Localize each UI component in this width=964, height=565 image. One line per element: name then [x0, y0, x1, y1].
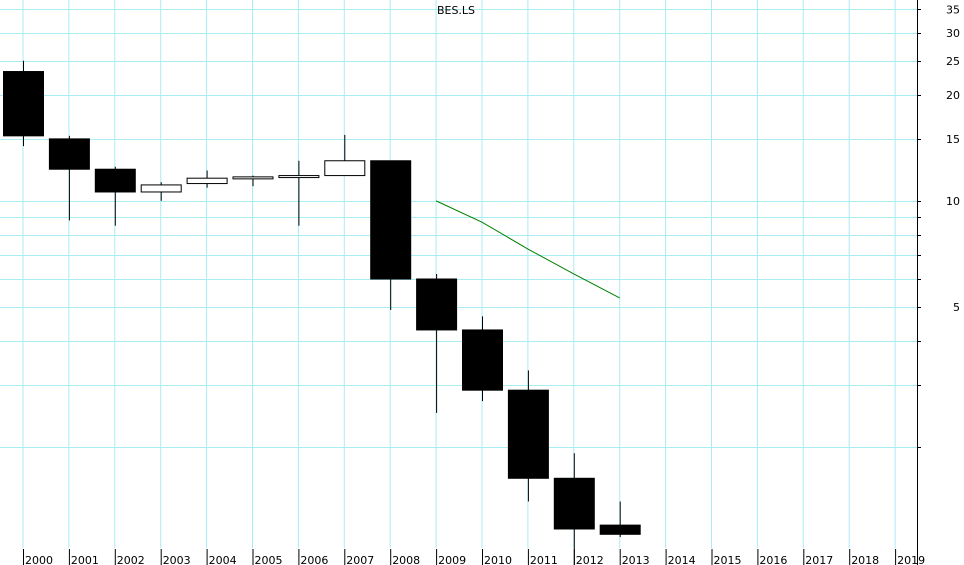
x-tick-label: 2014: [668, 554, 696, 565]
candle-body: [324, 160, 366, 177]
candle: [186, 170, 228, 188]
candles: [3, 60, 641, 565]
candle-body: [462, 329, 503, 391]
candle-body: [94, 168, 136, 193]
x-tick-label: 2003: [163, 554, 191, 565]
axes: [917, 0, 921, 565]
candle: [462, 316, 503, 402]
x-tick-label: 2015: [714, 554, 742, 565]
x-tick-label: 2009: [438, 554, 466, 565]
x-tick-label: 2012: [576, 554, 604, 565]
x-tick-label: 2002: [117, 554, 145, 565]
x-tick-label: 2001: [71, 554, 99, 565]
candle: [599, 501, 641, 538]
y-tick-label: 35: [946, 3, 960, 16]
candle-body: [278, 175, 320, 179]
candle: [48, 135, 90, 221]
candle-body: [3, 71, 44, 137]
candle-body: [553, 477, 595, 530]
y-axis-labels: 35 30 25 20 15 10 5: [946, 3, 960, 314]
x-tick-label: 2013: [622, 554, 650, 565]
candle: [278, 160, 320, 226]
grid: [0, 0, 917, 548]
trend-line: [435, 200, 620, 299]
candle-body: [507, 389, 549, 479]
candle-body: [186, 177, 228, 185]
candle: [3, 60, 44, 147]
x-tick-label: 2000: [25, 554, 53, 565]
x-tick-label: 2007: [346, 554, 374, 565]
candle-body: [140, 184, 182, 193]
candle: [507, 370, 549, 502]
candle: [370, 160, 412, 310]
y-tick-label: 25: [946, 55, 960, 68]
candle-body: [599, 524, 641, 535]
candle: [553, 453, 595, 565]
x-tick-label: 2016: [759, 554, 787, 565]
candle-body: [232, 176, 274, 180]
candle: [140, 182, 182, 201]
x-tick-label: 2019: [897, 554, 925, 565]
x-axis-labels: 2000 2001 2002 2003 2004 2005 2006 2007 2008 2009…: [23, 549, 925, 565]
trend-series: [435, 200, 620, 299]
chart-title: BES.LS: [437, 4, 475, 17]
y-tick-label: 5: [953, 301, 960, 314]
y-tick-label: 15: [946, 133, 960, 146]
candle: [94, 166, 136, 226]
y-tick-label: 10: [946, 195, 960, 208]
x-tick-label: 2005: [255, 554, 283, 565]
candle-body: [416, 278, 458, 331]
x-tick-label: 2011: [530, 554, 558, 565]
candle-body: [370, 160, 412, 280]
candle-body: [48, 138, 90, 170]
candle: [324, 134, 366, 177]
x-tick-label: 2018: [851, 554, 879, 565]
x-tick-label: 2017: [805, 554, 833, 565]
y-tick-label: 20: [946, 89, 960, 102]
candle: [416, 273, 458, 413]
x-tick-label: 2010: [484, 554, 512, 565]
x-tick-label: 2006: [300, 554, 328, 565]
y-tick-label: 30: [946, 27, 960, 40]
x-tick-label: 2004: [209, 554, 237, 565]
candle: [232, 175, 274, 187]
x-tick-label: 2008: [392, 554, 420, 565]
